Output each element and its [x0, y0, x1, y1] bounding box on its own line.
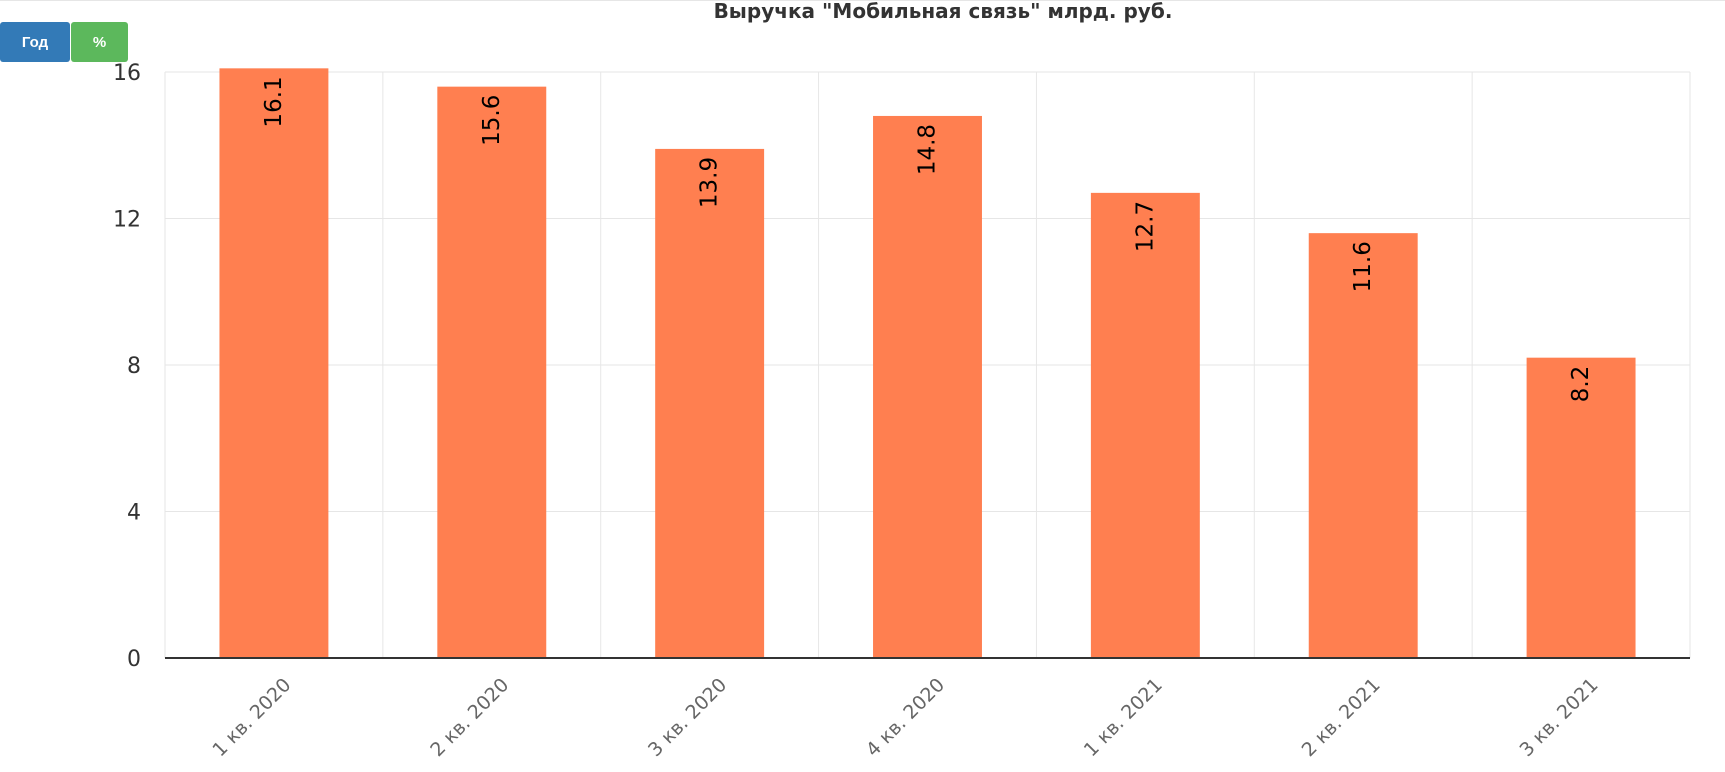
data-label: 15.6	[479, 95, 505, 146]
y-tick-label: 12	[113, 208, 141, 233]
y-tick-label: 16	[113, 61, 141, 86]
x-tick-label: 2 кв. 2020	[426, 674, 513, 761]
x-tick-label: 1 кв. 2020	[208, 674, 295, 761]
bars	[219, 68, 1636, 659]
x-tick-label: 4 кв. 2020	[862, 674, 949, 761]
data-labels: 16.1 15.6 13.9 14.8 12.7 11.6 8.2	[261, 76, 1594, 402]
data-label: 8.2	[1568, 366, 1594, 403]
bar	[219, 68, 329, 658]
x-tick-label: 2 кв. 2021	[1298, 674, 1385, 761]
bar	[1308, 233, 1418, 658]
data-label: 12.7	[1132, 201, 1158, 252]
percent-button[interactable]: %	[71, 22, 128, 62]
x-tick-label: 3 кв. 2020	[644, 674, 731, 761]
data-label: 14.8	[915, 124, 941, 175]
x-tick-label: 3 кв. 2021	[1515, 674, 1602, 761]
top-divider	[0, 0, 1725, 1]
data-label: 16.1	[261, 76, 287, 127]
year-button[interactable]: Год	[0, 22, 70, 62]
y-axis: 0 4 8 12 16	[113, 61, 141, 672]
data-label: 11.6	[1350, 241, 1376, 292]
bar	[655, 148, 765, 658]
bar	[1090, 192, 1200, 659]
x-tick-label: 1 кв. 2021	[1080, 674, 1167, 761]
bar	[1526, 357, 1636, 658]
bar	[873, 115, 982, 658]
x-axis: 1 кв. 2020 2 кв. 2020 3 кв. 2020 4 кв. 2020…	[165, 657, 1690, 761]
y-tick-label: 0	[127, 647, 141, 672]
y-tick-label: 4	[127, 501, 141, 526]
bar	[437, 86, 547, 658]
chart-title: Выручка "Мобильная связь" млрд. руб.	[714, 0, 1173, 23]
y-tick-label: 8	[127, 354, 141, 379]
data-label: 13.9	[697, 157, 723, 208]
